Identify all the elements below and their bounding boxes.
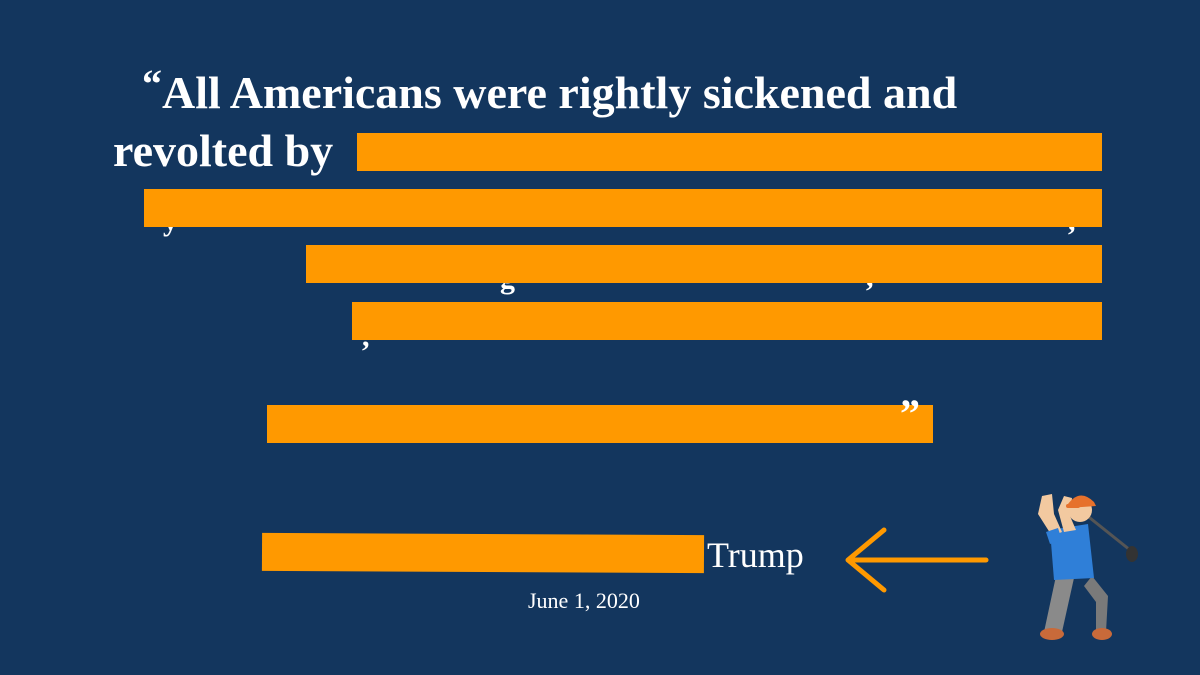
open-quote-mark: “ xyxy=(142,61,162,106)
attribution-name: Trump xyxy=(707,535,804,575)
close-quote-mark: ” xyxy=(900,391,920,436)
golfer-emoji-icon xyxy=(1038,494,1138,640)
quote-line-1-text: All Americans were rightly sickened and xyxy=(162,67,958,118)
redaction-bar-line-4 xyxy=(306,245,1102,283)
redaction-bar-attribution xyxy=(261,532,705,574)
redaction-bar-line-3 xyxy=(144,189,1102,227)
quote-line-2: revolted by xyxy=(113,128,333,174)
redaction-bar-line-6 xyxy=(267,405,933,443)
left-arrow-icon xyxy=(845,527,989,593)
quote-line-1: “All Americans were rightly sickened and xyxy=(142,64,958,118)
quote-line-2-text: revolted by xyxy=(113,125,334,176)
redaction-bar-line-2 xyxy=(357,133,1102,171)
attribution-date: June 1, 2020 xyxy=(528,588,640,613)
redaction-bar-line-5 xyxy=(352,302,1102,340)
